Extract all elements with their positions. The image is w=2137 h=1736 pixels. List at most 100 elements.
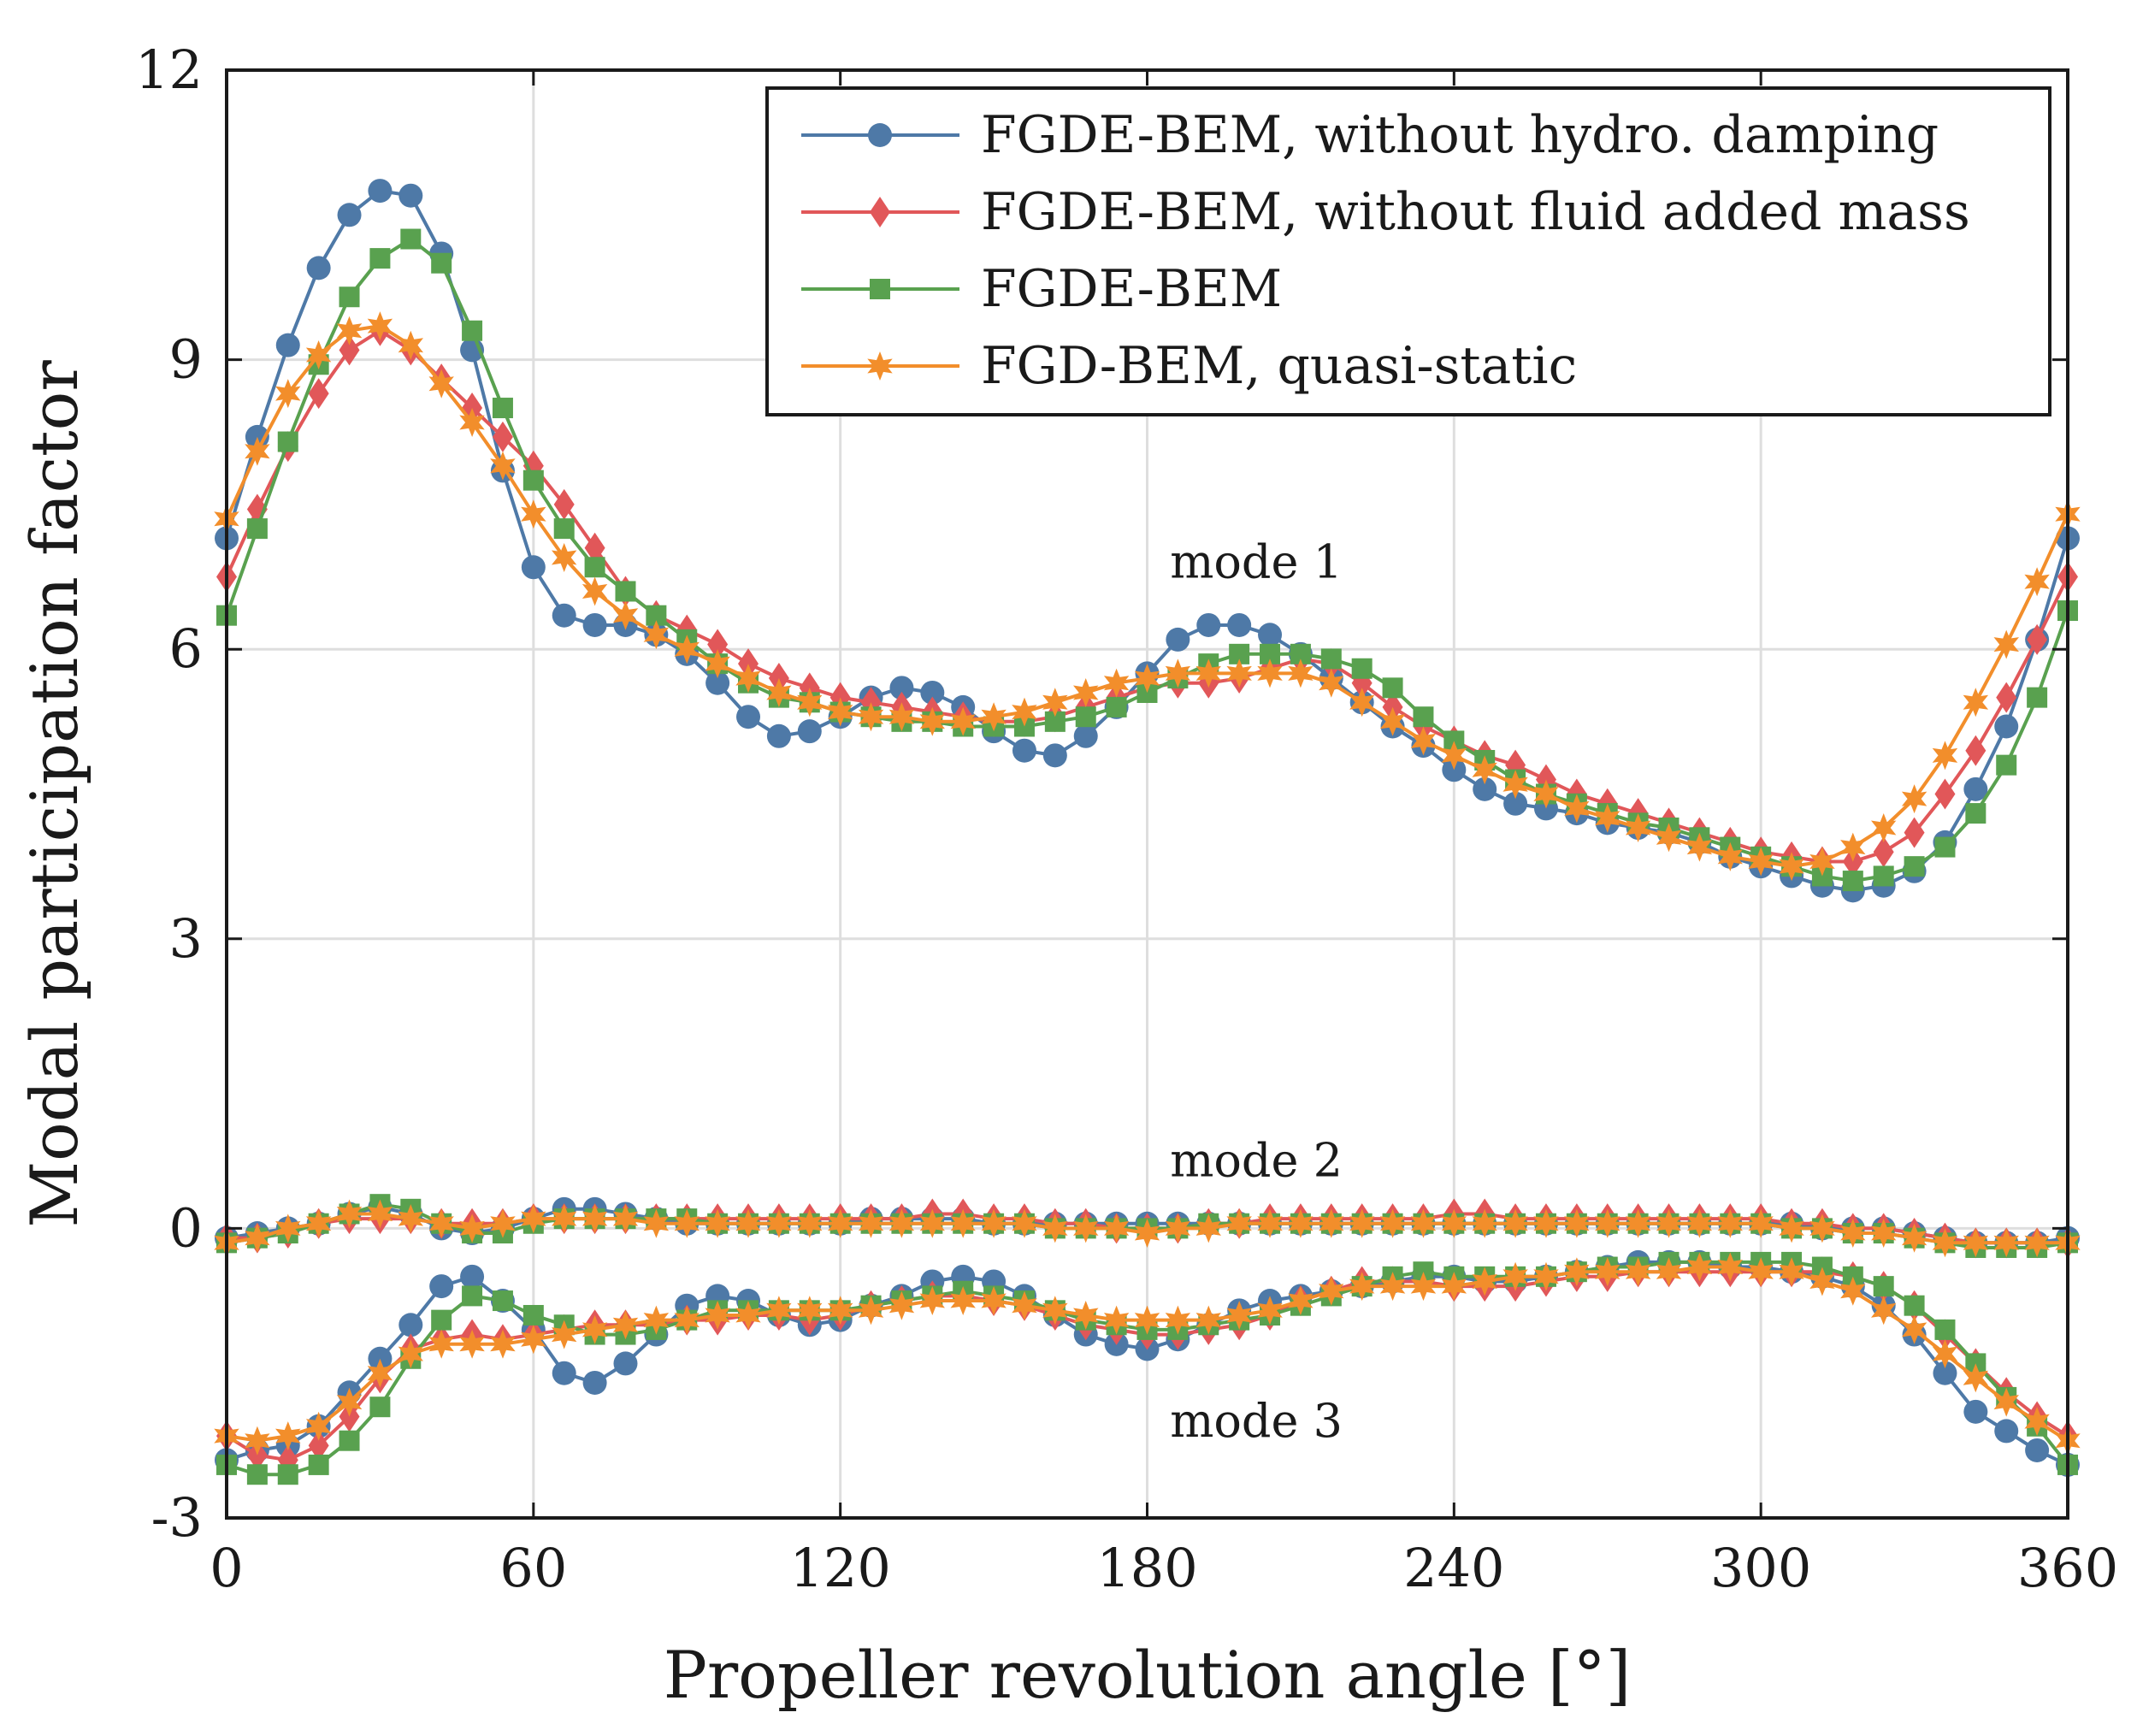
data-point-mode2 xyxy=(1349,1208,1375,1238)
data-point-mode1 xyxy=(674,635,700,664)
data-point-mode2 xyxy=(1963,1228,1989,1258)
data-point-mode2 xyxy=(1840,1219,1866,1248)
legend-label: FGDE-BEM, without fluid added mass xyxy=(981,182,1970,242)
data-point-mode3 xyxy=(1195,1305,1221,1335)
data-point-mode1 xyxy=(398,330,423,360)
legend-label: FGDE-BEM xyxy=(981,259,1282,319)
data-point-mode3 xyxy=(1165,1305,1191,1335)
data-point-mode1 xyxy=(1503,791,1528,816)
data-point-mode1 xyxy=(368,179,393,204)
data-point-mode3 xyxy=(367,1358,393,1388)
data-point-mode1 xyxy=(275,379,301,409)
data-point-mode1 xyxy=(858,702,884,732)
data-point-mode1 xyxy=(1165,658,1191,688)
legend-label: FGD-BEM, quasi-static xyxy=(981,336,1577,396)
data-point-mode2 xyxy=(1410,1208,1437,1238)
data-point-mode1 xyxy=(1564,794,1590,824)
data-point-mode3 xyxy=(1564,1257,1590,1287)
legend-item: FGD-BEM, quasi-static xyxy=(801,336,1577,396)
data-point-mode1 xyxy=(919,706,945,736)
data-point-mode1 xyxy=(1441,741,1467,771)
data-point-mode1 xyxy=(553,518,575,540)
data-point-mode3 xyxy=(919,1286,945,1315)
data-point-mode3 xyxy=(275,1421,301,1451)
annotation-label: mode 1 xyxy=(1170,535,1343,589)
data-point-mode1 xyxy=(705,670,730,695)
data-point-mode2 xyxy=(735,1208,761,1238)
data-point-mode1 xyxy=(2027,623,2048,655)
data-point-mode2 xyxy=(1871,1219,1897,1248)
data-point-mode1 xyxy=(1873,865,1894,887)
data-point-mode1 xyxy=(522,469,544,491)
data-point-mode1 xyxy=(1472,755,1497,785)
x-tick-label: 180 xyxy=(1096,1537,1197,1599)
data-point-mode1 xyxy=(1656,823,1682,853)
data-point-mode1 xyxy=(1351,658,1373,679)
data-point-mode3 xyxy=(1717,1252,1743,1282)
data-point-mode1 xyxy=(1258,623,1283,647)
data-point-mode1 xyxy=(1533,779,1559,809)
data-point-mode1 xyxy=(428,369,454,399)
data-point-mode1 xyxy=(521,499,546,529)
data-point-mode2 xyxy=(1134,1219,1160,1248)
data-point-mode2 xyxy=(398,1204,423,1234)
data-point-mode2 xyxy=(1012,1208,1037,1238)
data-point-mode3 xyxy=(1349,1272,1375,1302)
legend: FGDE-BEM, without hydro. damping FGDE-BEM… xyxy=(765,86,2051,416)
x-tick-label: 0 xyxy=(210,1537,243,1599)
data-point-mode1 xyxy=(337,203,362,227)
data-point-mode2 xyxy=(336,1199,363,1229)
data-point-mode1 xyxy=(1042,743,1067,768)
data-point-mode2 xyxy=(2024,1228,2050,1258)
data-point-mode3 xyxy=(1441,1272,1467,1302)
data-point-mode2 xyxy=(1319,1208,1344,1238)
data-point-mode1 xyxy=(1595,803,1620,833)
data-point-mode1 xyxy=(1106,696,1127,717)
data-point-mode3 xyxy=(277,1464,298,1485)
data-point-mode2 xyxy=(552,1204,577,1234)
data-point-mode1 xyxy=(1382,677,1403,699)
data-point-mode1 xyxy=(492,398,513,419)
data-point-mode2 xyxy=(1226,1208,1252,1238)
data-point-mode3 xyxy=(552,1361,576,1385)
data-point-mode3 xyxy=(552,1320,577,1349)
data-point-mode1 xyxy=(766,678,792,707)
data-point-mode3 xyxy=(521,1325,546,1355)
data-point-mode3 xyxy=(1932,1339,1958,1369)
data-point-mode1 xyxy=(339,334,360,366)
data-point-mode1 xyxy=(1413,706,1434,728)
y-tick-label: 9 xyxy=(169,328,203,391)
data-point-mode1 xyxy=(490,451,516,481)
data-point-mode3 xyxy=(981,1286,1007,1315)
data-point-mode1 xyxy=(308,378,329,410)
data-point-mode2 xyxy=(827,1208,853,1238)
data-point-mode1 xyxy=(277,431,298,452)
data-point-mode3 xyxy=(492,1290,513,1312)
data-point-mode1 xyxy=(1717,841,1743,871)
x-axis-title: Propeller revolution angle [°] xyxy=(664,1637,1632,1713)
data-point-mode1 xyxy=(643,620,670,650)
data-point-mode2 xyxy=(245,1223,270,1253)
data-point-mode1 xyxy=(797,719,822,744)
data-point-mode3 xyxy=(1963,1399,1988,1424)
data-point-mode3 xyxy=(674,1305,700,1335)
data-point-mode1 xyxy=(1502,770,1528,800)
data-point-mode2 xyxy=(888,1208,915,1238)
data-point-mode3 xyxy=(245,1426,270,1456)
data-point-mode1 xyxy=(1901,784,1927,814)
data-point-mode3 xyxy=(339,1430,360,1451)
y-tick-label: 6 xyxy=(169,617,203,680)
legend-marker xyxy=(870,197,890,227)
data-point-mode1 xyxy=(1012,738,1036,763)
data-point-mode3 xyxy=(643,1305,670,1335)
data-point-mode1 xyxy=(245,436,270,466)
data-point-mode1 xyxy=(1227,612,1252,637)
data-point-mode3 xyxy=(1809,1267,1835,1296)
data-point-mode2 xyxy=(766,1208,792,1238)
data-point-mode3 xyxy=(1994,1419,2019,1444)
data-point-mode1 xyxy=(1963,776,1988,801)
data-point-mode2 xyxy=(1195,1213,1221,1243)
data-point-mode2 xyxy=(1686,1208,1713,1238)
data-point-mode1 xyxy=(981,702,1007,732)
data-point-mode1 xyxy=(367,311,393,341)
